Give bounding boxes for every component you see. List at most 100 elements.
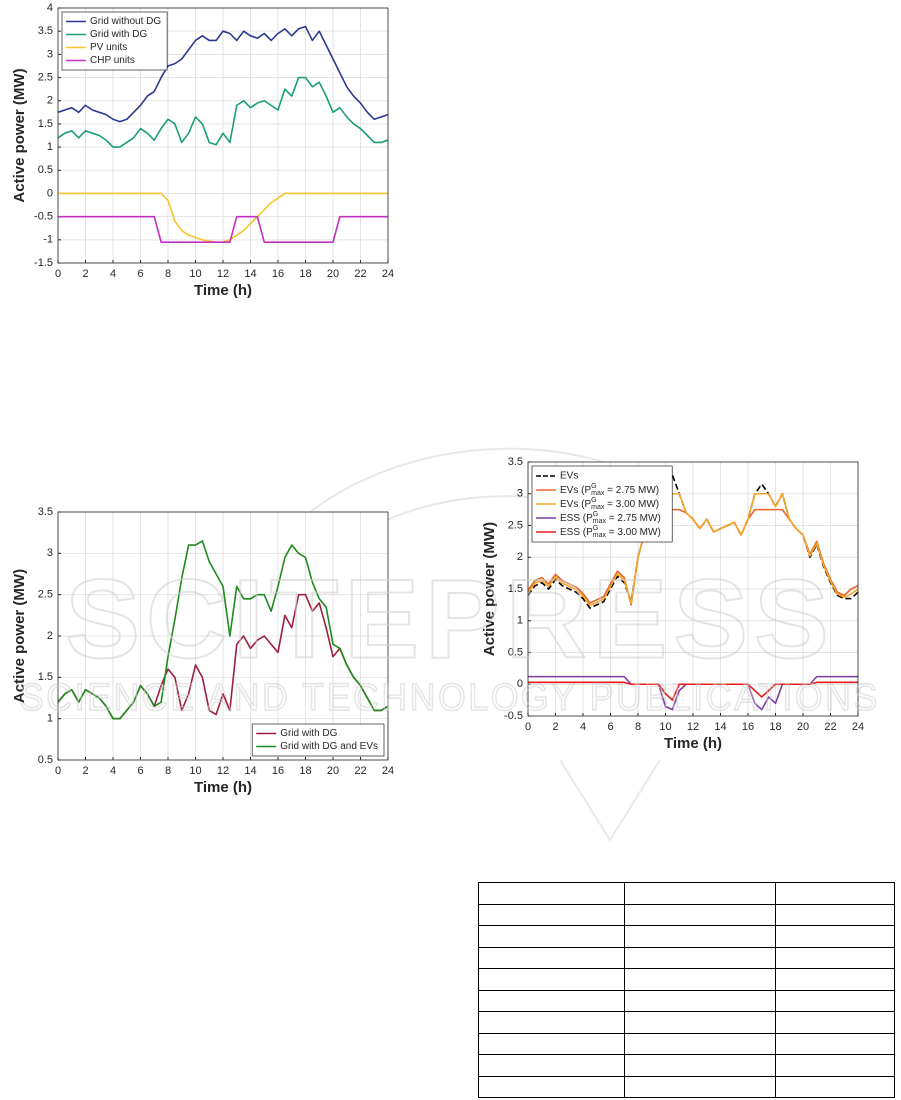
legend-label-part: = 3.00 MW) [604, 499, 659, 510]
x-tick-label: 2 [552, 721, 558, 733]
x-tick-label: 20 [797, 721, 809, 733]
legend-label: EVs (PG max = 3.00 MW) [560, 497, 659, 511]
legend-label-part: = 2.75 MW) [604, 485, 659, 496]
x-tick-label: 8 [165, 765, 171, 777]
legend-label-sup: G [593, 525, 598, 532]
y-tick-label: 2.5 [508, 519, 523, 531]
table-row [478, 1075, 895, 1098]
y-tick-label: 0 [47, 187, 53, 199]
data-line [58, 215, 388, 243]
x-tick-label: 6 [607, 721, 613, 733]
x-tick-label: 12 [687, 721, 699, 733]
legend-label-sup: G [593, 511, 598, 518]
plot-frame [57, 511, 389, 761]
table-cell [775, 968, 895, 991]
x-tick-label: 4 [110, 268, 116, 280]
data-line [528, 681, 858, 701]
x-tick-label: 10 [189, 765, 201, 777]
table-row [478, 1054, 895, 1077]
table-cell [624, 925, 776, 948]
x-tick-label: 16 [272, 268, 284, 280]
y-tick-label: 3.5 [508, 456, 523, 468]
plot-frame [57, 7, 389, 264]
table-cell [624, 989, 776, 1012]
table-cell [775, 1032, 895, 1055]
legend: Grid with DG Grid with DG and EVs [251, 723, 385, 757]
table-cell [624, 1011, 776, 1034]
y-axis-title: Active power (MW) [11, 569, 28, 703]
table-cell [775, 903, 895, 926]
x-tick-label: 16 [742, 721, 754, 733]
table-cell [775, 1054, 895, 1077]
x-tick-label: 0 [55, 765, 61, 777]
x-tick-label: 14 [714, 721, 726, 733]
table-cell [478, 946, 625, 969]
legend-label-sub: max [591, 504, 605, 511]
legend-label: PV units [90, 42, 127, 53]
x-tick-label: 12 [217, 268, 229, 280]
watermark-title: SCITEPRESS [65, 557, 835, 682]
table-cell [775, 1075, 895, 1098]
table-cell [775, 989, 895, 1012]
legend-label: Grid with DG and EVs [280, 741, 378, 752]
y-tick-label: 3 [47, 48, 53, 60]
legend-label: ESS (PG max = 2.75 MW) [560, 511, 661, 525]
watermark-subtitle: SCIENCE AND TECHNOLOGY PUBLICATIONS [20, 677, 880, 719]
x-tick-label: 12 [217, 765, 229, 777]
y-tick-label: 1 [47, 713, 53, 725]
data-line [57, 540, 389, 720]
legend-label-sup: G [591, 483, 596, 490]
x-tick-label: 24 [382, 765, 394, 777]
legend-label: EVs [560, 471, 578, 482]
legend-label-sup: G [591, 497, 596, 504]
x-tick-label: 20 [327, 268, 339, 280]
legend-label-part: = 3.00 MW) [606, 527, 661, 538]
y-axis-title: Active power (MW) [481, 522, 498, 656]
y-tick-label: 3.5 [38, 25, 53, 37]
x-tick-label: 18 [769, 721, 781, 733]
x-tick-label: 6 [137, 268, 143, 280]
legend-label: Grid with DG [280, 728, 337, 739]
data-line [527, 492, 859, 607]
legend-label: EVs (PG max = 2.75 MW) [560, 483, 659, 497]
data-line [57, 25, 389, 123]
table-cell [624, 968, 776, 991]
x-tick-label: 10 [659, 721, 671, 733]
table-cell [478, 925, 625, 948]
y-tick-label: 4 [47, 2, 53, 14]
table-cell [478, 903, 625, 926]
y-axis-title: Active power (MW) [11, 68, 28, 202]
y-tick-label: 0 [517, 678, 523, 690]
legend-box [251, 723, 385, 757]
y-tick-label: 0.5 [508, 646, 523, 658]
y-tick-label: -0.5 [504, 710, 523, 722]
x-axis-title: Time (h) [194, 282, 252, 299]
x-tick-label: 6 [137, 765, 143, 777]
legend-label-sub: max [593, 518, 607, 525]
legend-label: Grid without DG [90, 16, 161, 27]
table-row [478, 946, 895, 969]
table-cell [775, 946, 895, 969]
legend-label: Grid with DG [90, 29, 147, 40]
y-tick-label: 2 [47, 95, 53, 107]
y-tick-label: 3 [47, 547, 53, 559]
legend-label: CHP units [90, 55, 135, 66]
legend-label: ESS (PG max = 3.00 MW) [560, 525, 661, 539]
x-tick-label: 8 [165, 268, 171, 280]
y-tick-label: -1.5 [34, 257, 53, 269]
legend-label-sub: max [591, 490, 605, 497]
table-cell [775, 925, 895, 948]
x-tick-label: 0 [525, 721, 531, 733]
x-tick-label: 4 [110, 765, 116, 777]
x-tick-label: 24 [382, 268, 394, 280]
legend: Grid without DG Grid with DG PV units CHP u… [61, 11, 168, 71]
y-tick-label: 1 [47, 141, 53, 153]
x-tick-label: 24 [852, 721, 864, 733]
legend-label-part: EVs (P [560, 499, 591, 510]
y-tick-label: 1.5 [38, 671, 53, 683]
table-row [478, 925, 895, 948]
x-tick-label: 22 [824, 721, 836, 733]
table-cell [478, 968, 625, 991]
x-tick-label: 14 [244, 765, 256, 777]
x-axis-title: Time (h) [194, 779, 252, 796]
